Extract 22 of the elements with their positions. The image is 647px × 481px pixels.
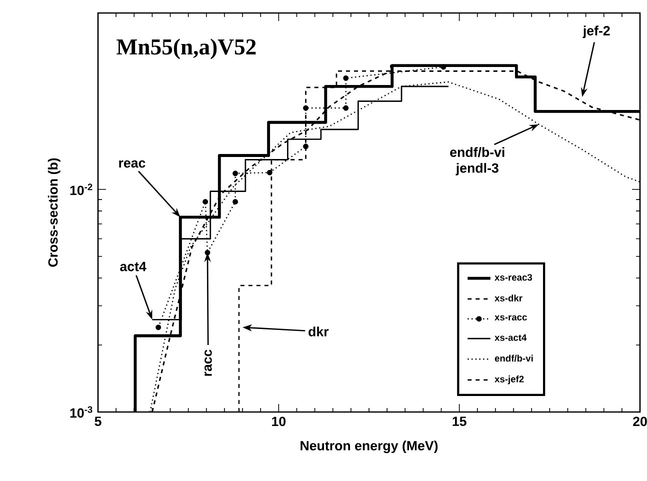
y-axis-title: Cross-section (b) [48,158,60,267]
legend-label: endf/b-vi [494,354,533,362]
annotation: racc [204,350,212,376]
legend-label: xs-jef2 [494,376,524,384]
y-tick-label: 10$^{-2}$ [70,184,92,196]
annotation: jendl-3 [456,162,498,176]
annotation: dkr [308,326,329,336]
y-tick-label: 10$^{-3}$ [70,406,92,418]
legend-label: xs-reac3 [494,274,532,281]
annotation: act4 [120,262,146,272]
annotation: reac [119,160,146,168]
legend-label: xs-act4 [494,334,527,341]
legend-label: xs-racc [494,315,527,320]
x-tick-label: 15 [452,416,466,426]
legend-label: xs-dkr [494,294,522,302]
annotation: endf/b-vi [450,147,504,158]
x-axis-title: Neutron energy (MeV) [300,440,438,454]
x-tick-label: 20 [633,416,647,426]
annotation: jef-2 [582,26,610,38]
x-tick-label: 10 [272,416,286,426]
text: Mn55(n,a)V52 [116,38,256,60]
x-tick-label: 5 [94,416,102,426]
